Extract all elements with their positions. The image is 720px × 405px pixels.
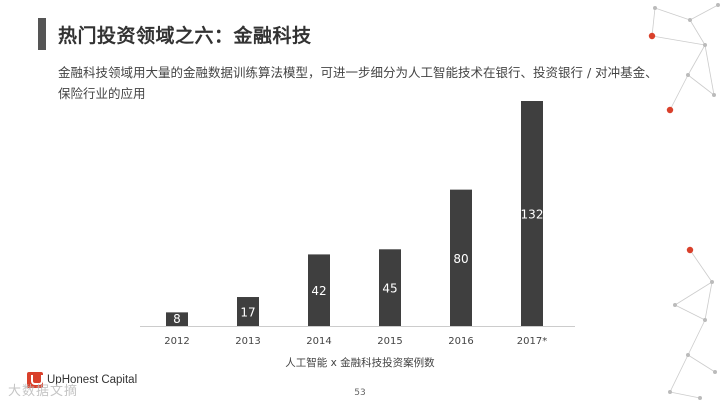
page-title: 热门投资领域之六：金融科技 xyxy=(58,25,312,47)
network-node xyxy=(698,396,702,400)
network-node xyxy=(673,303,677,307)
title-accent-bar xyxy=(38,18,46,50)
bar-value-label: 45 xyxy=(382,282,397,296)
network-node xyxy=(710,280,714,284)
network-link xyxy=(704,44,715,96)
network-link xyxy=(687,354,716,373)
network-node xyxy=(712,93,716,97)
bar-value-label: 8 xyxy=(173,312,181,326)
company-logo: UpHonest Capital xyxy=(27,370,137,390)
network-node xyxy=(713,370,717,374)
network-link xyxy=(669,354,689,393)
network-node xyxy=(688,18,692,22)
network-node xyxy=(686,353,690,357)
x-tick-label: 2013 xyxy=(235,336,260,347)
network-link xyxy=(654,7,691,21)
watermark: 大数据文摘 xyxy=(8,384,79,399)
bar-2013 xyxy=(237,297,259,326)
bar-2014 xyxy=(308,254,330,326)
network-node xyxy=(648,32,656,40)
uphonest-logo-icon xyxy=(27,372,43,388)
bar-value-label: 80 xyxy=(453,252,468,266)
network-node xyxy=(703,43,707,47)
bar-value-label: 17 xyxy=(240,306,255,320)
network-node xyxy=(703,318,707,322)
x-tick-label: 2016 xyxy=(448,336,473,347)
x-tick-label: 2014 xyxy=(306,336,331,347)
network-link xyxy=(674,281,713,306)
page-description: 金融科技领域用大量的金融数据训练算法模型，可进一步细分为人工智能技术在银行、投资… xyxy=(58,65,658,101)
network-link xyxy=(651,7,656,37)
network-link xyxy=(669,74,689,111)
network-link xyxy=(689,4,719,21)
network-node xyxy=(666,106,674,114)
x-tick-label: 2015 xyxy=(377,336,402,347)
network-link xyxy=(674,304,706,321)
network-node xyxy=(668,390,672,394)
network-link xyxy=(651,35,706,46)
bar-2015 xyxy=(379,249,401,326)
logo-text: UpHonest Capital xyxy=(47,374,138,386)
bar-2017* xyxy=(521,101,543,326)
bar-value-label: 42 xyxy=(311,284,326,298)
network-link xyxy=(704,281,713,321)
network-link xyxy=(687,319,706,356)
network-link xyxy=(689,249,713,283)
network-decoration xyxy=(648,3,720,400)
network-node xyxy=(653,6,657,10)
chart-caption: 人工智能 x 金融科技投资案例数 xyxy=(285,357,435,369)
x-tick-labels: 2012 2013 2014 2015 2016 2017* xyxy=(164,336,547,347)
network-link xyxy=(687,74,715,96)
bar-value-label: 132 xyxy=(521,208,544,222)
network-node xyxy=(716,3,720,7)
network-node xyxy=(686,73,690,77)
network-link xyxy=(687,44,706,76)
network-link xyxy=(689,19,706,46)
bar-2012 xyxy=(166,312,188,326)
network-node xyxy=(686,246,694,254)
network-link xyxy=(669,391,701,399)
page-number: 53 xyxy=(354,388,366,398)
bar-2016 xyxy=(450,189,472,326)
x-tick-label: 2017* xyxy=(517,336,547,347)
x-tick-label: 2012 xyxy=(164,336,189,347)
bar-series: 8 17 42 45 80 132 xyxy=(166,101,543,326)
